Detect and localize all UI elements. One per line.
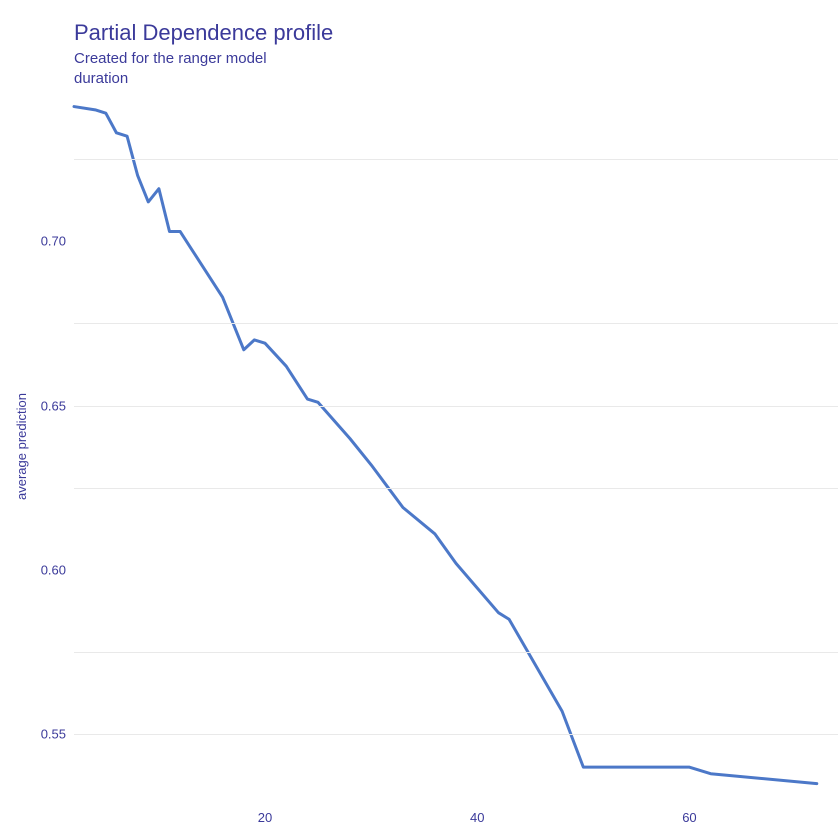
line-svg <box>74 100 838 800</box>
chart-subtitle: Created for the ranger model <box>74 50 267 67</box>
gridline <box>74 488 838 489</box>
facet-label: duration <box>74 70 128 87</box>
gridline <box>74 159 838 160</box>
pdp-line <box>74 107 817 784</box>
gridline <box>74 406 838 407</box>
x-tick-label: 20 <box>258 810 272 825</box>
chart-title: Partial Dependence profile <box>74 20 333 46</box>
gridline <box>74 323 838 324</box>
pdp-chart: Partial Dependence profile Created for t… <box>0 0 840 840</box>
x-tick-label: 60 <box>682 810 696 825</box>
plot-area <box>74 100 838 800</box>
x-tick-label: 40 <box>470 810 484 825</box>
gridline <box>74 734 838 735</box>
y-tick-label: 0.60 <box>0 562 66 577</box>
y-tick-label: 0.55 <box>0 727 66 742</box>
gridline <box>74 652 838 653</box>
y-tick-label: 0.70 <box>0 234 66 249</box>
y-tick-label: 0.65 <box>0 398 66 413</box>
